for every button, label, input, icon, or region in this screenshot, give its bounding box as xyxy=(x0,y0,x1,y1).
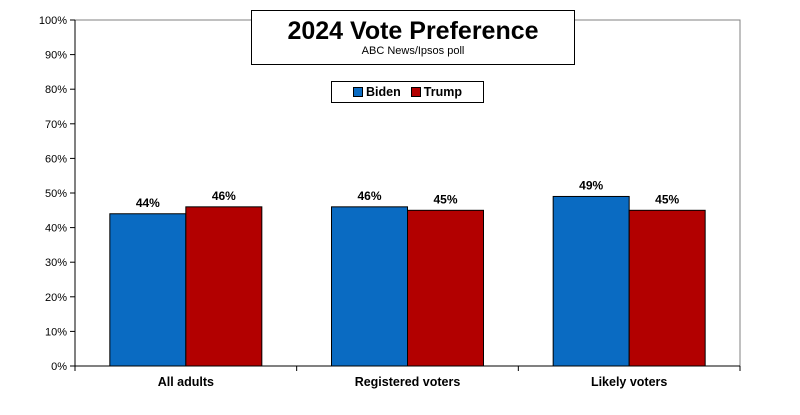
x-category-label: Registered voters xyxy=(355,375,461,389)
legend-item-trump: Trump xyxy=(410,85,462,99)
x-category-label: Likely voters xyxy=(591,375,667,389)
title-box: 2024 Vote Preference ABC News/Ipsos poll xyxy=(251,10,575,65)
y-tick-label: 40% xyxy=(45,223,67,235)
bar-trump xyxy=(628,209,706,367)
legend: Biden Trump xyxy=(331,81,484,103)
legend-swatch-trump xyxy=(410,87,421,97)
data-label: 45% xyxy=(433,192,457,206)
y-tick-label: 50% xyxy=(45,188,67,200)
labels: 44% 46% All adults 46% 45% Registered voters 4… xyxy=(136,178,680,389)
data-label: 45% xyxy=(655,192,679,206)
y-tick-label: 80% xyxy=(45,84,67,96)
legend-label-biden: Biden xyxy=(366,85,401,99)
bars xyxy=(109,195,706,367)
bar-biden xyxy=(109,213,187,367)
data-label: 46% xyxy=(212,189,236,203)
legend-item-biden: Biden xyxy=(353,85,401,99)
data-label: 44% xyxy=(136,196,160,210)
legend-swatch-biden xyxy=(353,87,364,97)
y-tick-label: 10% xyxy=(45,326,67,338)
x-category-label: All adults xyxy=(158,375,214,389)
bar-trump xyxy=(185,206,263,367)
y-tick-label: 100% xyxy=(39,15,67,27)
y-tick-label: 20% xyxy=(45,292,67,304)
bar-biden xyxy=(552,195,630,367)
y-tick-label: 90% xyxy=(45,50,67,62)
bar-biden xyxy=(331,206,408,367)
y-tick-label: 30% xyxy=(45,257,67,269)
y-tick-label: 60% xyxy=(45,153,67,165)
y-tick-label: 0% xyxy=(51,361,67,373)
chart-subtitle: ABC News/Ipsos poll xyxy=(361,45,465,57)
data-label: 49% xyxy=(579,178,603,192)
chart-title: 2024 Vote Preference xyxy=(287,17,539,45)
axes: 0% 10% 20% 30% 40% 50% 60% 70% 80% 90% 100% xyxy=(39,15,741,373)
bar-trump xyxy=(407,209,484,367)
y-tick-label: 70% xyxy=(45,119,67,131)
data-label: 46% xyxy=(357,189,381,203)
legend-label-trump: Trump xyxy=(423,85,462,99)
